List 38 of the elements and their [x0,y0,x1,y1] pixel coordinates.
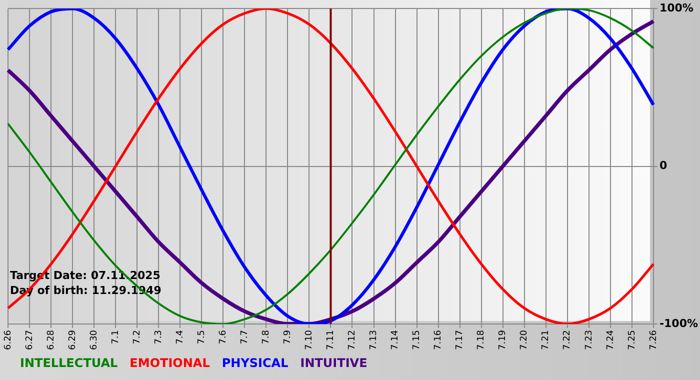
x-tick-label: 7.23 [584,330,594,350]
text: INTUITIVE [300,356,368,370]
x-tick-label: 7.9 [283,330,294,344]
x-tick-label: 7.15 [412,330,422,350]
x-tick-label: 7.20 [520,330,530,350]
x-tick-label: 7.1 [110,330,121,344]
x-tick-label: 6.26 [3,330,14,350]
x-tick-label: 7.12 [348,330,358,350]
text: PHYSICAL [222,356,289,370]
y-tick-label: -100% [659,316,698,330]
x-tick-label: 7.25 [627,330,638,350]
x-tick-label: 7.21 [541,330,552,350]
x-tick-label: 7.7 [240,330,250,344]
y-tick-label: 0 [659,159,668,172]
x-tick-label: 6.28 [46,330,56,350]
x-tick-label: 7.18 [476,330,487,350]
x-tick-label: 7.24 [606,330,616,350]
x-tick-label: 6.29 [68,330,78,350]
x-tick-label: 7.4 [175,330,186,344]
x-tick-label: 7.17 [455,330,466,350]
x-tick-label: 7.10 [304,330,315,350]
x-tick-label: 7.6 [218,330,228,344]
x-tick-label: 7.11 [326,330,336,350]
x-tick-label: 7.2 [132,330,142,344]
x-tick-label: 7.22 [562,330,573,350]
x-tick-label: 7.16 [434,330,444,350]
x-tick-label: 7.14 [390,330,401,350]
x-tick-label: 7.3 [154,330,164,344]
x-tick-label: 6.30 [89,330,100,350]
x-tick-label: 7.8 [262,330,272,344]
x-tick-label: 6.27 [24,330,35,350]
text: INTELLECTUAL [20,356,118,370]
x-tick-label: 7.13 [369,330,380,350]
x-tick-label: 7.19 [498,330,508,350]
x-tick-label: 7.5 [196,330,207,344]
x-tick-label: 7.26 [648,330,659,350]
y-tick-label: 100% [659,1,694,14]
text: EMOTIONAL [130,356,210,370]
